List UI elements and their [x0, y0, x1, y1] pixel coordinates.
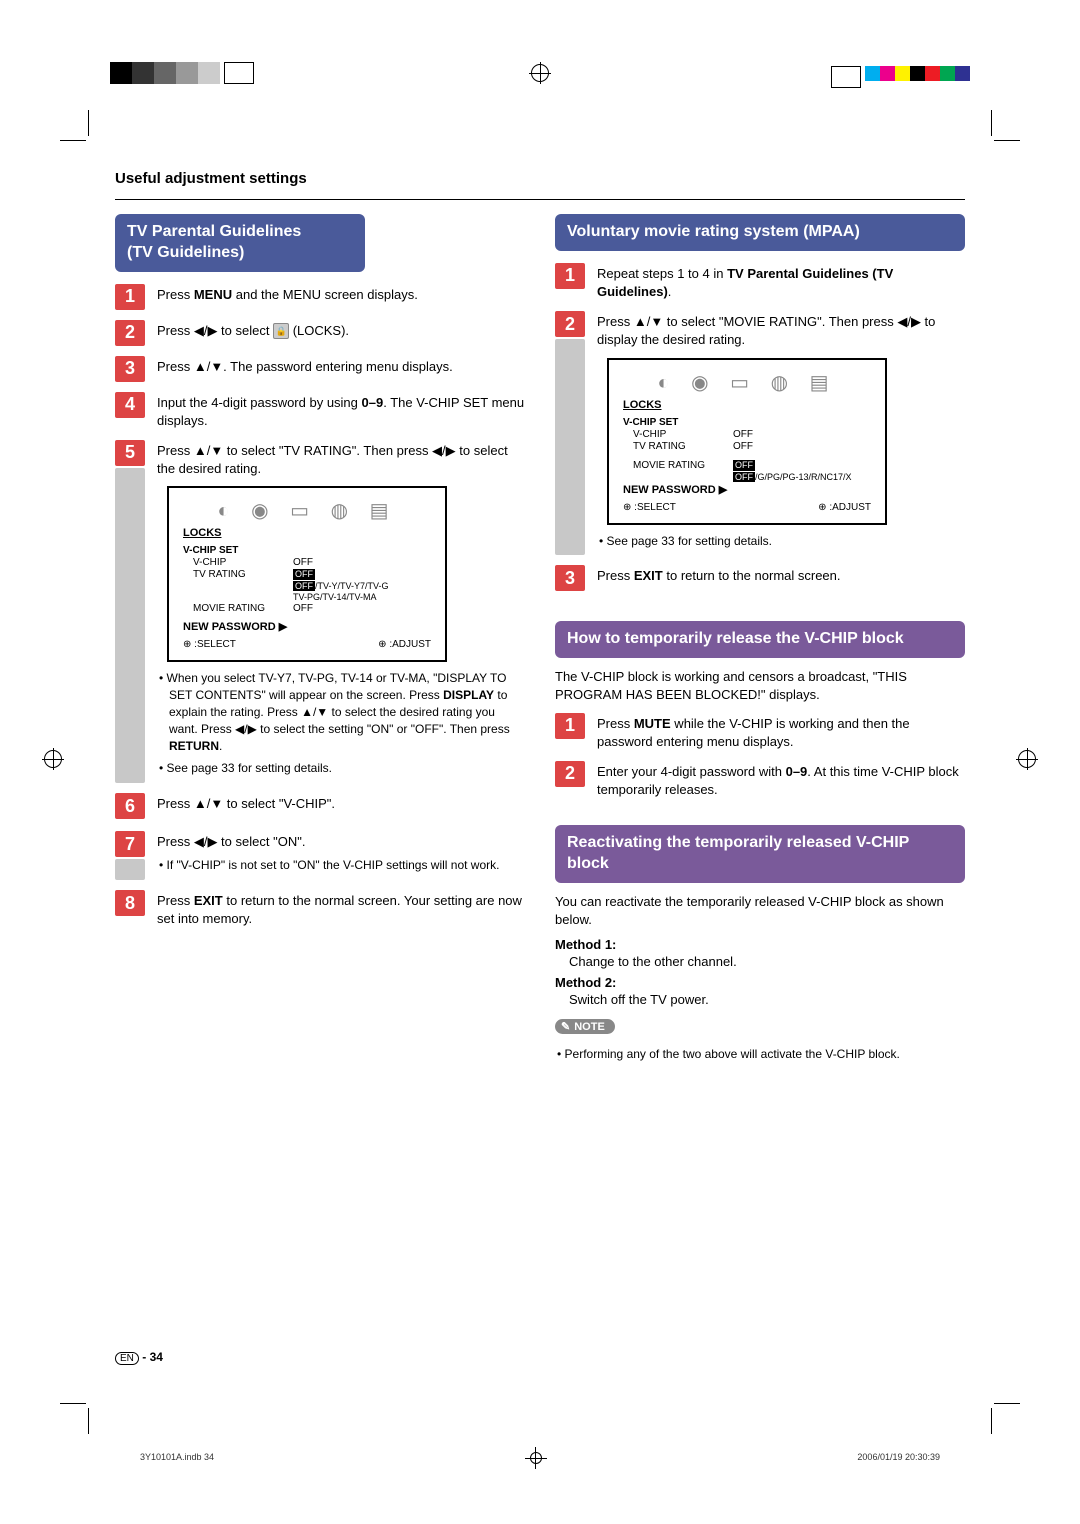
section-heading: Useful adjustment settings: [115, 170, 965, 187]
reactivate-header: Reactivating the temporarily released V-…: [555, 825, 965, 883]
crop-mark: [991, 1408, 992, 1434]
method-1-text: Change to the other channel.: [569, 954, 965, 969]
release-body: The V-CHIP block is working and censors …: [555, 668, 965, 704]
step-num-3: 3: [115, 356, 145, 382]
step-3: 3 Press ▲/▼. The password entering menu …: [115, 356, 525, 382]
step-2: 2 Press ◀/▶ to select 🔒 (LOCKS).: [115, 320, 525, 346]
crop-mark: [991, 110, 992, 136]
center-registration-icon: [531, 64, 549, 82]
page-content: Useful adjustment settings TV Parental G…: [115, 170, 965, 1069]
step-5-block: 5 Press ▲/▼ to select "TV RATING". Then …: [115, 440, 525, 783]
r-step-3: 3 Press EXIT to return to the normal scr…: [555, 565, 965, 591]
osd-icons: ◐ ◉ ▭ ◍ ▤: [183, 498, 431, 523]
r-step-1: 1 Repeat steps 1 to 4 in TV Parental Gui…: [555, 263, 965, 301]
mpaa-header: Voluntary movie rating system (MPAA): [555, 214, 965, 251]
tv-guidelines-header: TV Parental Guidelines (TV Guidelines): [115, 214, 365, 272]
h2-step-2: 2 Enter your 4-digit password with 0–9. …: [555, 761, 965, 799]
step-4: 4 Input the 4-digit password by using 0–…: [115, 392, 525, 430]
lock-icon: 🔒: [273, 323, 289, 339]
method-2-label: Method 2:: [555, 975, 965, 990]
note-icon: ✎: [561, 1020, 570, 1033]
osd-screen-left: ◐ ◉ ▭ ◍ ▤ LOCKS V-CHIP SET V-CHIPOFF TV …: [167, 486, 447, 662]
step-num-5: 5: [115, 440, 145, 466]
crop-mark: [60, 140, 86, 141]
crop-mark: [88, 1408, 89, 1434]
r-step-2-block: 2 Press ▲/▼ to select "MOVIE RATING". Th…: [555, 311, 965, 555]
left-column: TV Parental Guidelines (TV Guidelines) 1…: [115, 214, 525, 1069]
step-7-block: 7 Press ◀/▶ to select "ON". • If "V-CHIP…: [115, 831, 525, 880]
crop-mark: [60, 1403, 86, 1404]
print-footer: 3Y10101A.indb 34 2006/01/19 20:30:39: [140, 1452, 940, 1464]
osd-screen-right: ◐ ◉ ▭ ◍ ▤ LOCKS V-CHIP SET V-CHIPOFF TV …: [607, 358, 887, 525]
step-8: 8 Press EXIT to return to the normal scr…: [115, 890, 525, 928]
page-footer: EN - 34: [115, 1350, 163, 1364]
step-6: 6 Press ▲/▼ to select "V-CHIP".: [115, 793, 525, 819]
step-1: 1 Press MENU and the MENU screen display…: [115, 284, 525, 310]
h2-step-1: 1 Press MUTE while the V-CHIP is working…: [555, 713, 965, 751]
step-num-8: 8: [115, 890, 145, 916]
osd-icons: ◐ ◉ ▭ ◍ ▤: [623, 370, 871, 395]
reactivate-body: You can reactivate the temporarily relea…: [555, 893, 965, 929]
step-num-6: 6: [115, 793, 145, 819]
step-num-1: 1: [115, 284, 145, 310]
bottom-registration-icon: [530, 1452, 542, 1464]
step-num-7: 7: [115, 831, 145, 857]
crop-mark: [994, 1403, 1020, 1404]
crop-mark: [88, 110, 89, 136]
note-pill: ✎NOTE: [555, 1019, 615, 1034]
release-vchip-header: How to temporarily release the V-CHIP bl…: [555, 621, 965, 658]
side-registration-right-icon: [1018, 750, 1036, 768]
color-bars-right: [827, 66, 970, 88]
method-1-label: Method 1:: [555, 937, 965, 952]
step-num-4: 4: [115, 392, 145, 418]
bw-bars-left: [110, 62, 254, 84]
side-registration-left-icon: [44, 750, 62, 768]
crop-mark: [994, 140, 1020, 141]
step-num-2: 2: [115, 320, 145, 346]
right-column: Voluntary movie rating system (MPAA) 1 R…: [555, 214, 965, 1069]
method-2-text: Switch off the TV power.: [569, 992, 965, 1007]
